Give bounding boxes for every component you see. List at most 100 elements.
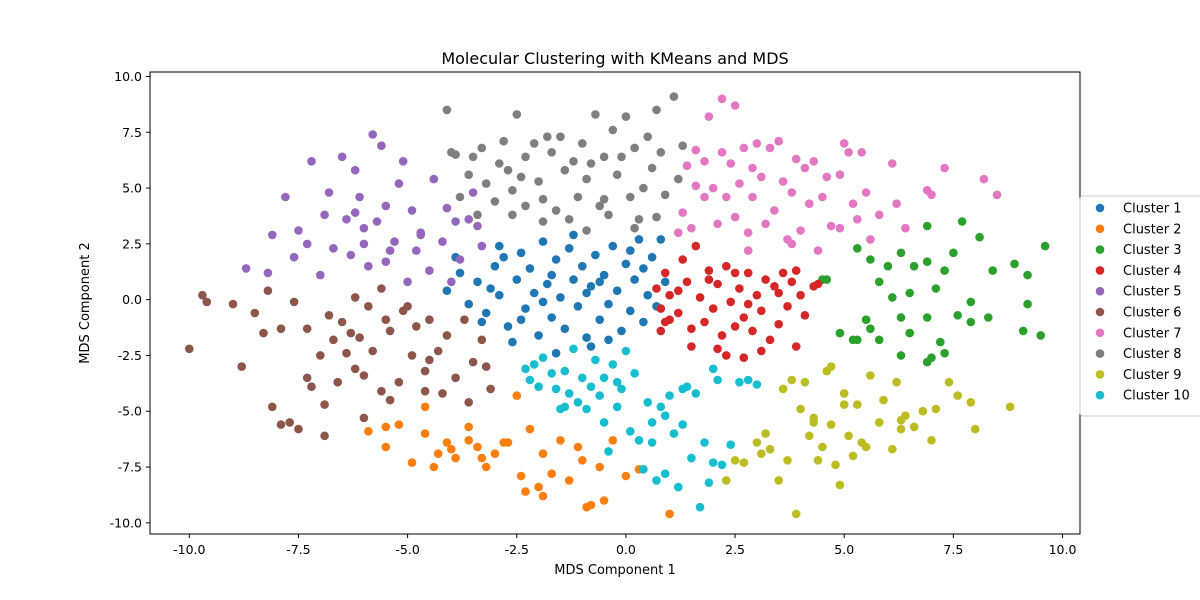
data-point	[970, 424, 980, 434]
data-point	[368, 346, 378, 356]
x-tick-label: -2.5	[505, 542, 529, 557]
x-tick-label: 10.0	[1049, 542, 1077, 557]
data-point	[839, 400, 849, 409]
data-point	[468, 188, 478, 197]
data-point	[713, 375, 722, 385]
data-point	[660, 469, 670, 479]
data-point	[927, 353, 936, 363]
legend-marker	[1095, 349, 1105, 358]
data-point	[307, 157, 316, 166]
data-point	[691, 389, 701, 398]
data-point	[748, 326, 757, 336]
data-point	[809, 157, 818, 166]
data-point	[538, 353, 548, 363]
data-point	[774, 319, 783, 329]
data-point	[464, 398, 474, 407]
data-point	[560, 402, 570, 412]
data-point	[468, 152, 478, 162]
data-point	[717, 94, 727, 104]
data-point	[708, 364, 718, 374]
data-point	[896, 248, 906, 258]
y-tick-label: 10.0	[114, 69, 142, 84]
data-point	[473, 221, 482, 231]
series-cluster-9	[722, 362, 1015, 519]
data-point	[547, 469, 556, 479]
data-point	[927, 190, 936, 200]
data-point	[691, 181, 701, 191]
data-point	[922, 257, 932, 267]
data-point	[660, 268, 670, 278]
data-point	[578, 373, 587, 383]
data-point	[573, 302, 583, 311]
y-tick-label: -7.5	[118, 460, 142, 475]
data-point	[687, 342, 696, 351]
data-point	[743, 228, 753, 237]
data-point	[643, 398, 652, 407]
data-point	[582, 288, 591, 298]
legend-label: Cluster 4	[1123, 264, 1182, 279]
data-point	[407, 206, 417, 215]
data-point	[730, 322, 740, 331]
data-point	[656, 304, 666, 313]
x-tick-label: -5.0	[395, 542, 419, 557]
data-point	[534, 482, 543, 492]
data-point	[337, 152, 347, 162]
data-point	[874, 418, 884, 427]
data-point	[931, 404, 941, 414]
data-point	[822, 172, 832, 182]
data-point	[394, 377, 404, 387]
legend-label: Cluster 2	[1123, 222, 1182, 237]
data-point	[678, 141, 687, 150]
data-point	[503, 322, 513, 331]
data-point	[604, 335, 613, 345]
data-point	[984, 313, 993, 322]
data-point	[316, 351, 325, 360]
data-point	[726, 297, 735, 307]
data-point	[883, 261, 893, 271]
data-point	[569, 275, 578, 284]
data-point	[722, 261, 731, 271]
data-point	[966, 297, 976, 307]
data-point	[695, 293, 705, 302]
data-point	[429, 174, 439, 184]
data-point	[407, 351, 417, 360]
legend-label: Cluster 1	[1123, 202, 1182, 217]
data-point	[368, 130, 378, 139]
data-point	[800, 377, 810, 387]
data-point	[857, 438, 866, 447]
data-point	[752, 290, 762, 300]
data-point	[495, 241, 504, 251]
data-point	[582, 226, 591, 235]
data-point	[481, 462, 491, 472]
data-point	[818, 442, 827, 452]
data-point	[866, 371, 875, 380]
data-point	[630, 143, 639, 153]
data-point	[704, 478, 714, 488]
data-point	[547, 270, 556, 280]
data-point	[241, 264, 251, 273]
data-point	[508, 210, 517, 220]
x-axis-label: MDS Component 1	[554, 563, 676, 578]
legend-marker	[1095, 328, 1105, 338]
data-point	[743, 246, 753, 255]
data-point	[674, 482, 683, 492]
data-point	[621, 346, 631, 356]
data-point	[560, 324, 570, 334]
data-point	[678, 420, 687, 429]
data-point	[669, 92, 679, 101]
data-point	[839, 139, 849, 148]
data-point	[874, 277, 884, 287]
series-cluster-6	[185, 284, 495, 441]
data-point	[578, 139, 587, 148]
data-point	[302, 239, 312, 249]
data-point	[665, 391, 674, 400]
data-point	[905, 328, 914, 338]
data-point	[451, 217, 460, 226]
data-point	[556, 436, 565, 445]
data-point	[739, 313, 749, 322]
data-point	[477, 453, 487, 463]
data-point	[320, 431, 329, 441]
data-point	[508, 337, 517, 347]
data-point	[922, 313, 932, 322]
data-point	[420, 402, 430, 412]
